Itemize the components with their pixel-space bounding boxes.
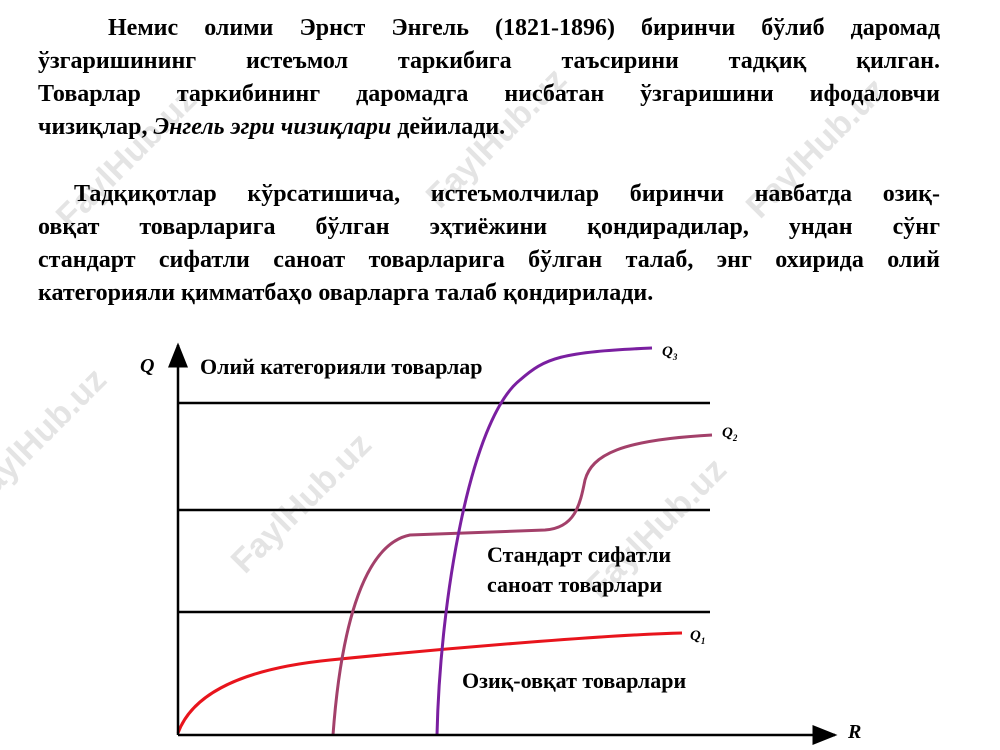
zone-label: Олий категорияли товарлар: [200, 354, 483, 379]
curve-sub: 1: [701, 636, 706, 646]
curve-label: Q3: [662, 344, 678, 362]
curve-q1: [176, 631, 683, 734]
text-line: стандарт сифатли саноат товарларига бўлг…: [38, 247, 940, 273]
curve-q2: [331, 433, 713, 736]
curve-q3: [435, 346, 653, 736]
text-line: Товарлар таркибининг даромадга нисбатан …: [38, 81, 940, 107]
x-axis-label: R: [847, 721, 861, 743]
text-line: чизиқлар, Энгель эгри чизиқлари дейилади…: [38, 111, 940, 144]
curve-letter: Q: [722, 425, 733, 441]
zone-label: саноат товарлари: [487, 572, 663, 597]
text-line: овқат товарларига бўлган эҳтиёжини қонди…: [38, 214, 940, 240]
y-axis-label: Q: [140, 355, 154, 377]
paragraph: Тадқиқотлар кўрсатишича, истеъмолчилар б…: [38, 178, 940, 310]
curves: [176, 346, 713, 736]
text-line: Тадқиқотлар кўрсатишича, истеъмолчилар б…: [74, 181, 940, 207]
curve-letter: Q: [662, 344, 673, 360]
watermark: FaylHub.uz: [224, 426, 379, 581]
curve-letter: Q: [690, 628, 701, 644]
zone-lines: [178, 401, 710, 614]
watermark: FaylHub.uz: [0, 361, 114, 516]
paragraph: Немис олими Эрнст Энгель (1821-1896) бир…: [38, 12, 940, 144]
curve-label: Q1: [690, 628, 705, 646]
term: Энгель эгри чизиқлари: [153, 114, 392, 140]
curve-label: Q2: [722, 425, 738, 443]
zone-label: Стандарт сифатли: [487, 542, 671, 567]
text-run: чизиқлар,: [38, 114, 148, 140]
text-line: ўзгаришининг истеъмол таркибига таъсирин…: [38, 48, 940, 74]
zone-label: Озиқ-овқат товарлари: [462, 668, 686, 693]
text-line: категорияли қимматбаҳо оварларга талаб қ…: [38, 280, 654, 306]
text-run: дейилади.: [397, 114, 506, 140]
text-line: Немис олими Эрнст Энгель (1821-1896) бир…: [108, 15, 940, 41]
curve-sub: 3: [672, 352, 678, 362]
curve-sub: 2: [732, 433, 738, 443]
